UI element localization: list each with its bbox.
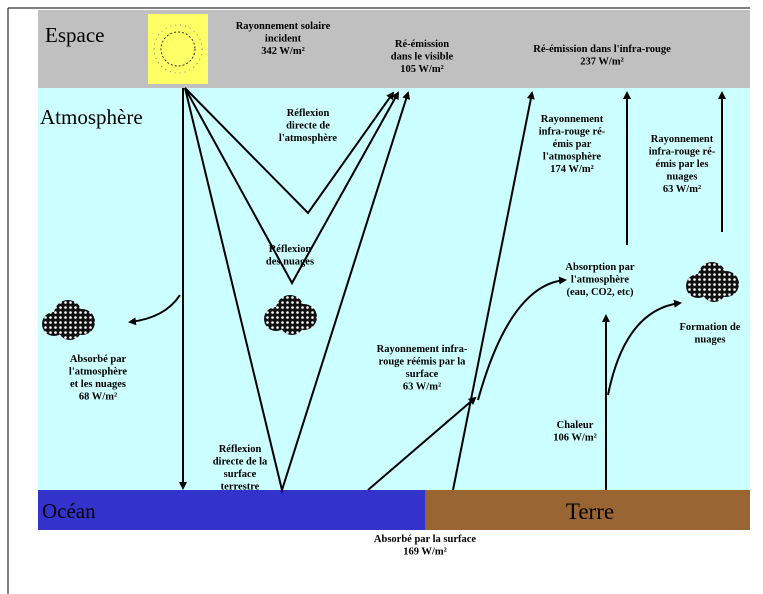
flow-label: des nuages: [266, 257, 314, 268]
flow-label: surface: [224, 469, 257, 480]
ocean-band: [38, 490, 425, 530]
flow-label: 237 W/m²: [580, 57, 624, 68]
flow-label: l'atmosphère: [69, 367, 127, 378]
flow-label: l'atmosphère: [543, 152, 601, 163]
flow-label: 342 W/m²: [261, 46, 305, 57]
arrows: [128, 87, 726, 494]
flow-label: nuages: [695, 335, 726, 346]
flow-label: rouge réémis par la: [379, 357, 467, 368]
flow-label: émis par: [553, 139, 592, 150]
flow-label: l'atmosphère: [571, 275, 629, 286]
flow-label: 63 W/m²: [663, 184, 701, 195]
zone-label: Atmosphère: [40, 105, 143, 129]
zone-label: Terre: [566, 499, 614, 524]
flow-label: infra-rouge ré-: [649, 147, 716, 158]
flow-label: (eau, CO2, etc): [566, 287, 634, 298]
flow-label: Réflexion: [269, 244, 312, 255]
flow-label: Ré-émission: [395, 39, 449, 50]
flow-label: 174 W/m²: [550, 164, 594, 175]
flow-label: Chaleur: [557, 420, 594, 431]
flow-label: incident: [265, 34, 302, 45]
flow-label: 106 W/m²: [553, 433, 597, 444]
flow-label: 68 W/m²: [79, 392, 117, 403]
flow-label: Réflexion: [219, 444, 262, 455]
flow-label: et les nuages: [70, 379, 126, 390]
flow-label: 169 W/m²: [403, 547, 447, 558]
flow-label: 63 W/m²: [403, 382, 441, 393]
zone-label: Espace: [45, 23, 104, 47]
atmosphere-band: [38, 88, 750, 490]
flow-label: 105 W/m²: [400, 64, 444, 75]
flow-label: Ré-émission dans l'infra-rouge: [533, 44, 671, 55]
flow-label: Formation de: [680, 322, 741, 333]
flow-label: l'atmosphère: [279, 133, 337, 144]
flow-label: Absorbé par la surface: [374, 534, 477, 545]
flow-label: Réflexion: [287, 108, 330, 119]
flow-label: Rayonnement: [541, 114, 604, 125]
flow-label: infra-rouge ré-: [539, 127, 606, 138]
flow-label: terrestre: [221, 482, 260, 493]
flow-label: Absorbé par: [70, 354, 127, 365]
flow-label: directe de: [286, 121, 330, 132]
zone-label: Océan: [42, 499, 96, 523]
land-band: [425, 490, 750, 530]
flow-label: surface: [406, 369, 439, 380]
flow-label: Rayonnement: [651, 134, 714, 145]
flow-label: directe de la: [213, 457, 268, 468]
flow-label: Absorption par: [565, 262, 634, 273]
flow-label: dans le visible: [391, 52, 454, 63]
flow-label: nuages: [667, 172, 698, 183]
flow-label: Rayonnement solaire: [236, 21, 331, 32]
sun: [148, 14, 208, 84]
flow-label: émis par les: [656, 159, 709, 170]
flow-label: Rayonnement infra-: [377, 344, 468, 355]
